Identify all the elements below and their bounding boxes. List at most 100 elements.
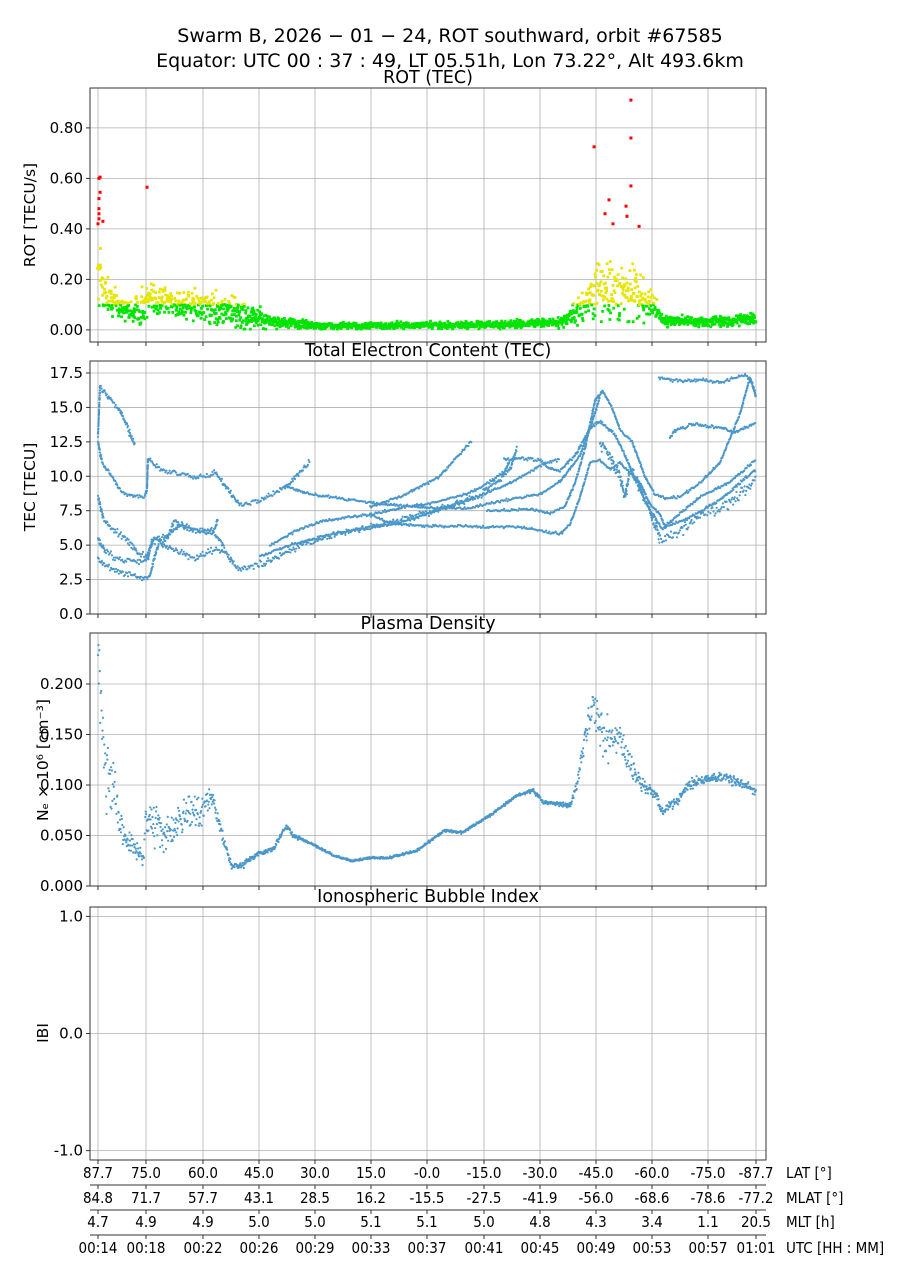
rot-point — [618, 312, 621, 315]
tec-point — [265, 563, 267, 565]
rot-point — [251, 307, 254, 310]
rot-point — [703, 324, 706, 327]
rot-point — [143, 311, 146, 314]
rot-point — [605, 289, 608, 292]
rot-point — [707, 324, 710, 327]
rot-point — [419, 326, 422, 329]
tec-point — [255, 499, 257, 501]
rot-point — [626, 296, 629, 299]
rot-point — [260, 323, 263, 326]
tec-point — [402, 516, 404, 518]
tec-point — [98, 416, 100, 418]
tec-point — [272, 490, 274, 492]
rot-point — [136, 305, 139, 308]
tec-point — [491, 480, 493, 482]
tec-point — [114, 559, 116, 561]
tec-point — [569, 494, 571, 496]
tec-point — [688, 491, 690, 493]
tec-point — [142, 551, 144, 553]
tec-point — [176, 549, 178, 551]
tec-point — [177, 521, 179, 523]
rot-point — [253, 309, 256, 312]
tec-point — [507, 471, 509, 473]
tec-point — [573, 512, 575, 514]
rot-point — [261, 317, 264, 320]
tec-point — [102, 516, 104, 518]
rot-point — [146, 316, 149, 319]
rot-point — [576, 311, 579, 314]
tec-point — [516, 446, 518, 448]
rot-point — [720, 316, 723, 319]
rot-point — [221, 300, 224, 303]
rot-point — [399, 320, 402, 323]
tec-point — [287, 535, 289, 537]
tec-point — [576, 506, 578, 508]
tec-point — [468, 495, 470, 497]
rot-point — [215, 312, 218, 315]
rot-panel: 0.000.200.400.600.80 — [50, 88, 766, 346]
tec-point — [249, 504, 251, 506]
tec-point — [292, 487, 294, 489]
tec-point — [98, 411, 100, 413]
rot-point — [206, 296, 209, 299]
rot-point — [136, 301, 139, 304]
tec-point — [121, 538, 123, 540]
tec-point — [121, 559, 123, 561]
tec-point — [236, 567, 238, 569]
tec-point — [645, 493, 647, 495]
tec-point — [676, 497, 678, 499]
tec-point — [391, 521, 393, 523]
rot-point — [257, 324, 260, 327]
tec-point — [266, 560, 268, 562]
tec-point — [588, 464, 590, 466]
tec-point — [671, 497, 673, 499]
tec-point — [461, 451, 463, 453]
tec-point — [610, 405, 612, 407]
tec-point — [629, 438, 631, 440]
tec-point — [119, 487, 121, 489]
rot-point — [153, 304, 156, 307]
tec-point — [187, 473, 189, 475]
tec-point — [388, 501, 390, 503]
rot-point — [620, 267, 623, 270]
tec-point — [145, 492, 147, 494]
tec-point — [460, 502, 462, 504]
rot-point — [607, 304, 610, 307]
rot-point — [570, 312, 573, 315]
tec-point — [302, 469, 304, 471]
rot-point — [150, 283, 153, 286]
tec-point — [109, 473, 111, 475]
rot-point — [557, 316, 560, 319]
rot-point — [190, 311, 193, 314]
rot-point — [157, 301, 160, 304]
tec-point — [480, 497, 482, 499]
rot-point — [106, 276, 109, 279]
rot-point — [602, 275, 605, 278]
tec-point — [211, 471, 213, 473]
tec-point — [327, 494, 329, 496]
rot-point — [164, 294, 167, 297]
rot-point-high — [97, 222, 100, 225]
rot-point — [99, 264, 102, 267]
rot-point — [217, 302, 220, 305]
tec-point — [151, 568, 153, 570]
rot-point — [141, 285, 144, 288]
rot-point — [572, 302, 575, 305]
tec-point — [660, 515, 662, 517]
tec-point — [107, 550, 109, 552]
rot-point — [647, 295, 650, 298]
tec-point — [124, 574, 126, 576]
tec-point — [278, 491, 280, 493]
tec-point — [452, 505, 454, 507]
tec-point — [123, 561, 125, 563]
rot-point — [197, 314, 200, 317]
rot-point — [587, 309, 590, 312]
tec-point — [140, 576, 142, 578]
tec-point — [643, 472, 645, 474]
tec-point — [500, 480, 502, 482]
tec-point — [99, 398, 101, 400]
tec-point — [187, 558, 189, 560]
tec-point — [134, 442, 136, 444]
rot-point-high — [593, 145, 596, 148]
tec-point — [633, 446, 635, 448]
